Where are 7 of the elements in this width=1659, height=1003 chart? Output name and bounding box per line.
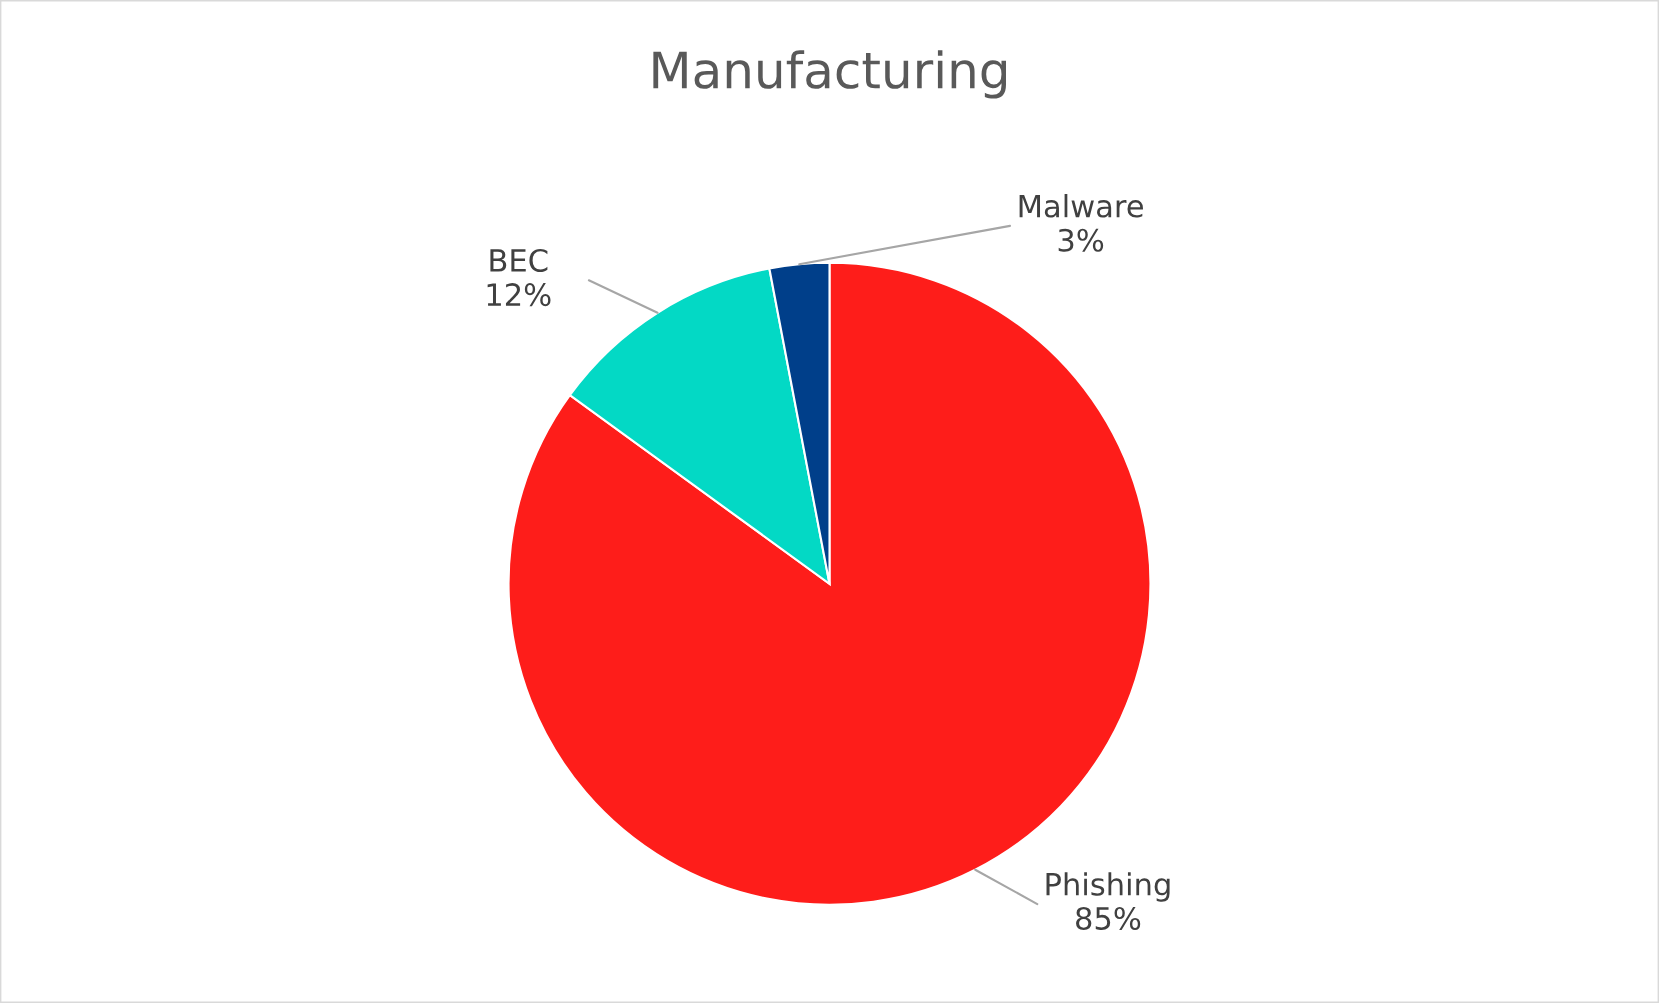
chart-title: Manufacturing	[653, 50, 1006, 99]
slice-label: Malware	[1019, 193, 1143, 218]
slice-label: Phishing	[1046, 872, 1170, 902]
data-label: 12%	[487, 283, 551, 307]
data-label: 3%	[1058, 228, 1104, 252]
data-label: 85%	[1076, 906, 1141, 931]
slice-label: BEC	[490, 248, 548, 272]
